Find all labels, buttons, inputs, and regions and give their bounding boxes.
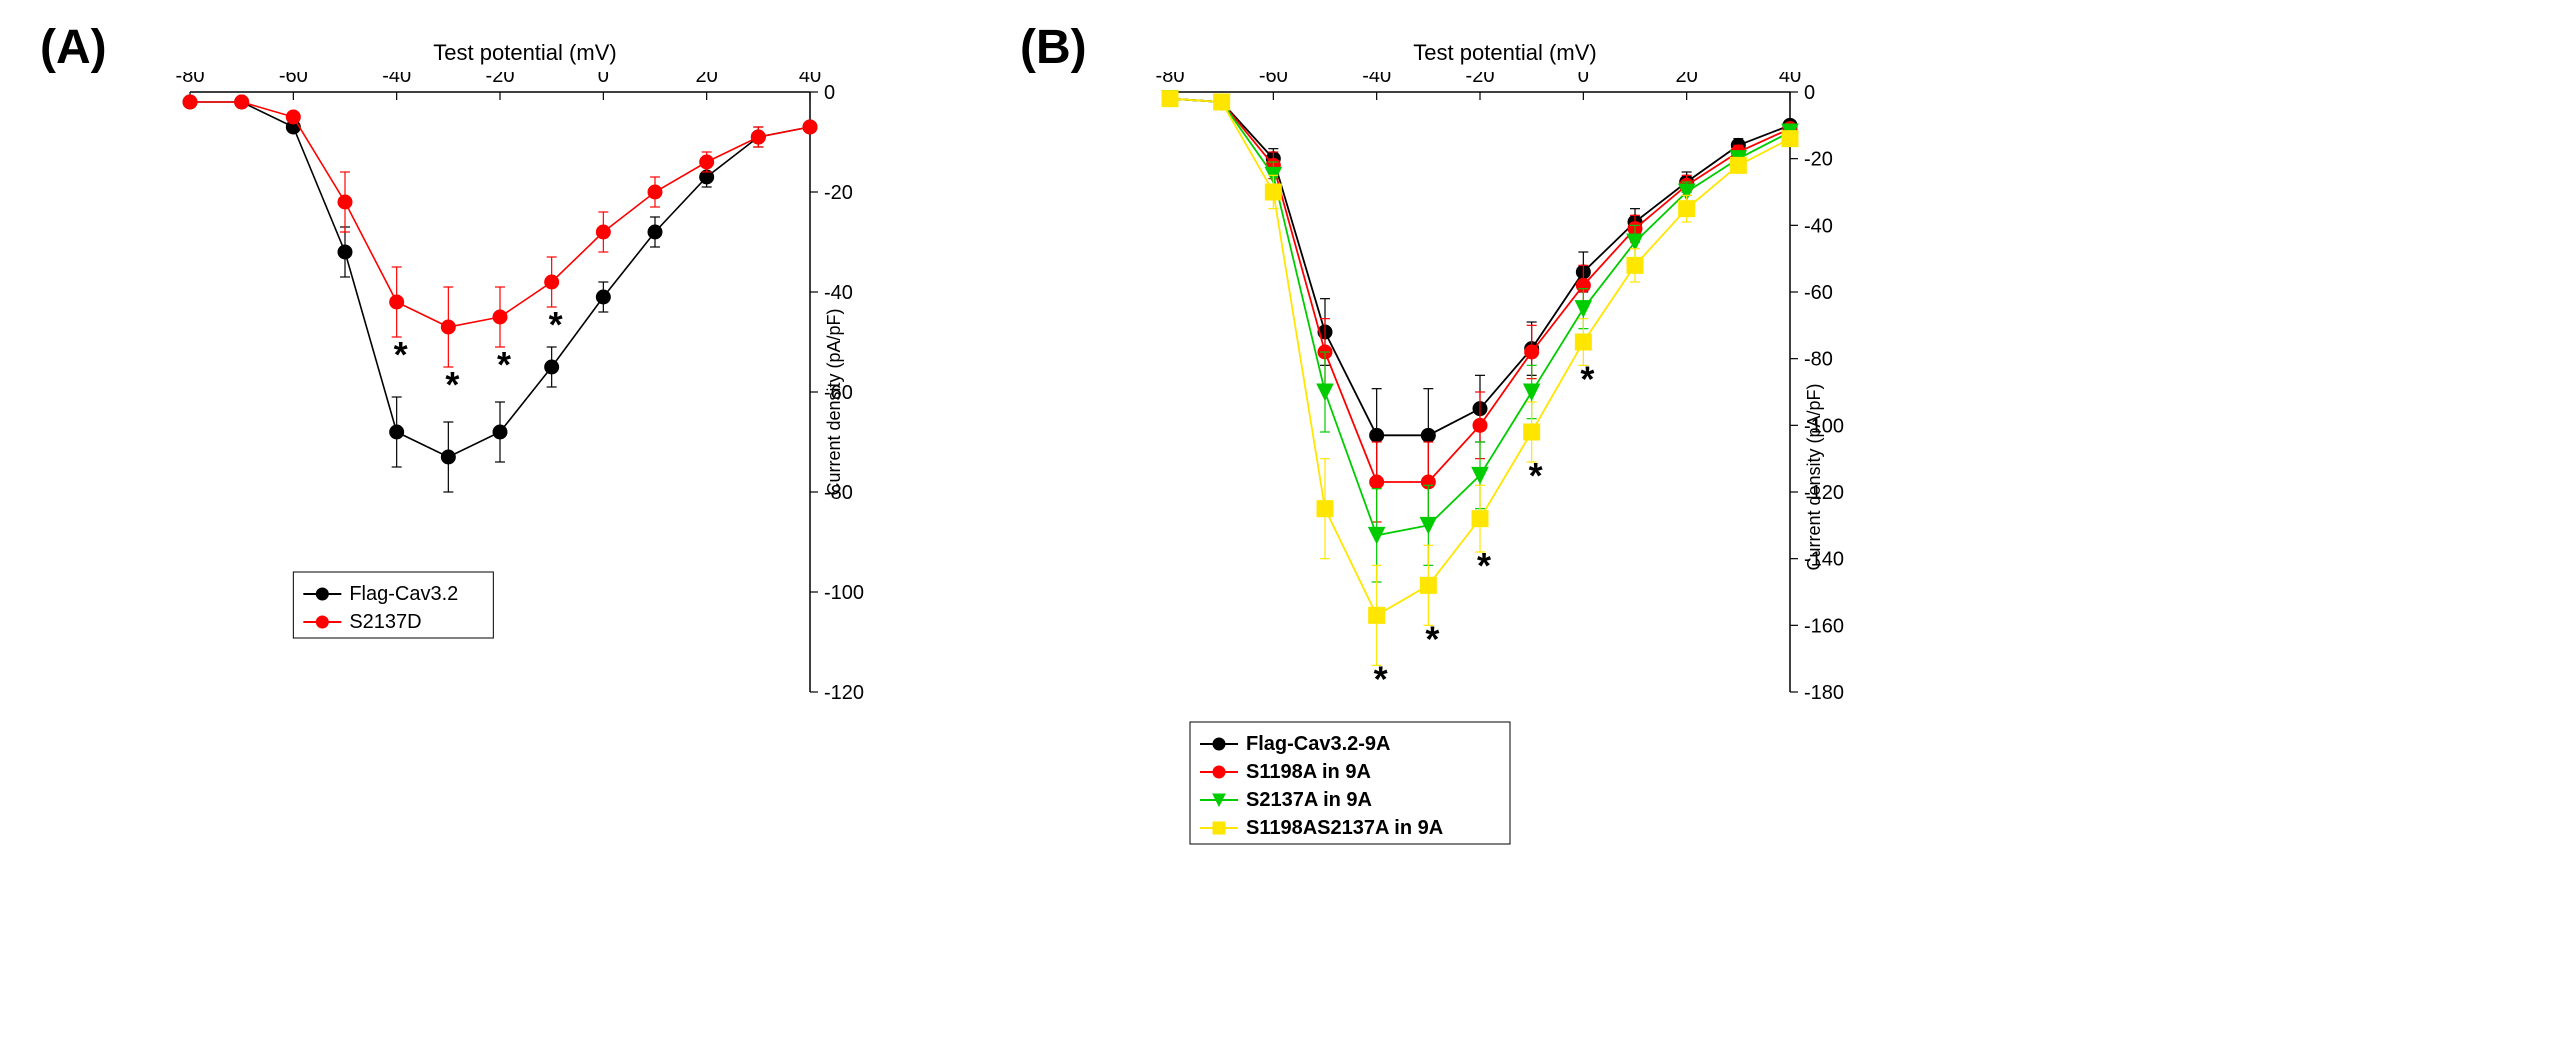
svg-text:S2137A in 9A: S2137A in 9A — [1246, 789, 1372, 811]
svg-text:-40: -40 — [1362, 72, 1391, 87]
panel-a-label: (A) — [40, 20, 107, 75]
svg-text:20: 20 — [1676, 72, 1698, 87]
svg-text:*: * — [394, 334, 408, 375]
svg-text:-40: -40 — [382, 72, 411, 87]
svg-text:0: 0 — [1804, 82, 1815, 104]
svg-text:0: 0 — [598, 72, 609, 87]
svg-text:*: * — [497, 344, 511, 385]
svg-text:-160: -160 — [1804, 615, 1844, 637]
panel-b-ytitle: Current density (pA/pF) — [1804, 383, 1825, 570]
svg-text:0: 0 — [824, 82, 835, 104]
svg-text:-40: -40 — [824, 282, 853, 304]
svg-text:-60: -60 — [1804, 282, 1833, 304]
svg-text:40: 40 — [799, 72, 821, 87]
svg-text:-180: -180 — [1804, 682, 1844, 704]
svg-text:*: * — [1580, 358, 1594, 399]
svg-text:-60: -60 — [1259, 72, 1288, 87]
svg-text:-120: -120 — [824, 682, 864, 704]
svg-text:-20: -20 — [1804, 149, 1833, 171]
svg-text:-100: -100 — [824, 582, 864, 604]
panel-a-chart: Test potential (mV) -80 -60 -40 -20 0 20 40 -12… — [150, 40, 900, 732]
svg-text:-20: -20 — [486, 72, 515, 87]
svg-text:*: * — [1374, 658, 1388, 699]
svg-text:Flag-Cav3.2: Flag-Cav3.2 — [349, 583, 458, 605]
svg-text:*: * — [1477, 545, 1491, 586]
svg-text:-80: -80 — [1804, 349, 1833, 371]
panel-a-xtitle: Test potential (mV) — [150, 40, 900, 66]
svg-text:S1198A in 9A: S1198A in 9A — [1246, 761, 1371, 783]
svg-text:*: * — [1529, 455, 1543, 496]
panel-b-label: (B) — [1020, 20, 1087, 75]
svg-text:-60: -60 — [279, 72, 308, 87]
panel-b-chart: Test potential (mV) -80 -60 -40 -20 0 20 40 -18… — [1130, 40, 1880, 882]
svg-text:20: 20 — [696, 72, 718, 87]
panel-a-ytitle: Current density (pA/pF) — [824, 308, 845, 495]
svg-text:0: 0 — [1578, 72, 1589, 87]
svg-text:-80: -80 — [176, 72, 205, 87]
svg-text:S2137D: S2137D — [349, 611, 421, 633]
panel-a: (A) Test potential (mV) -80 -60 -40 -20 0 20 4… — [40, 20, 900, 882]
svg-text:*: * — [549, 304, 563, 345]
panel-b-svg: -80-60-40-2002040-180-160-140-120-100-80… — [1130, 72, 1880, 882]
svg-text:-20: -20 — [824, 182, 853, 204]
svg-text:*: * — [445, 364, 459, 405]
svg-text:40: 40 — [1779, 72, 1801, 87]
svg-text:-20: -20 — [1466, 72, 1495, 87]
panel-b-xtitle: Test potential (mV) — [1130, 40, 1880, 66]
svg-text:-40: -40 — [1804, 215, 1833, 237]
svg-text:S1198AS2137A in 9A: S1198AS2137A in 9A — [1246, 817, 1443, 839]
svg-text:Flag-Cav3.2-9A: Flag-Cav3.2-9A — [1246, 733, 1391, 755]
svg-text:-80: -80 — [1156, 72, 1185, 87]
svg-text:*: * — [1425, 618, 1439, 659]
panel-a-svg: -80-60-40-2002040-120-100-80-60-40-200**… — [150, 72, 900, 732]
panel-b: (B) Test potential (mV) -80 -60 -40 -20 0 20 4… — [1020, 20, 1880, 882]
